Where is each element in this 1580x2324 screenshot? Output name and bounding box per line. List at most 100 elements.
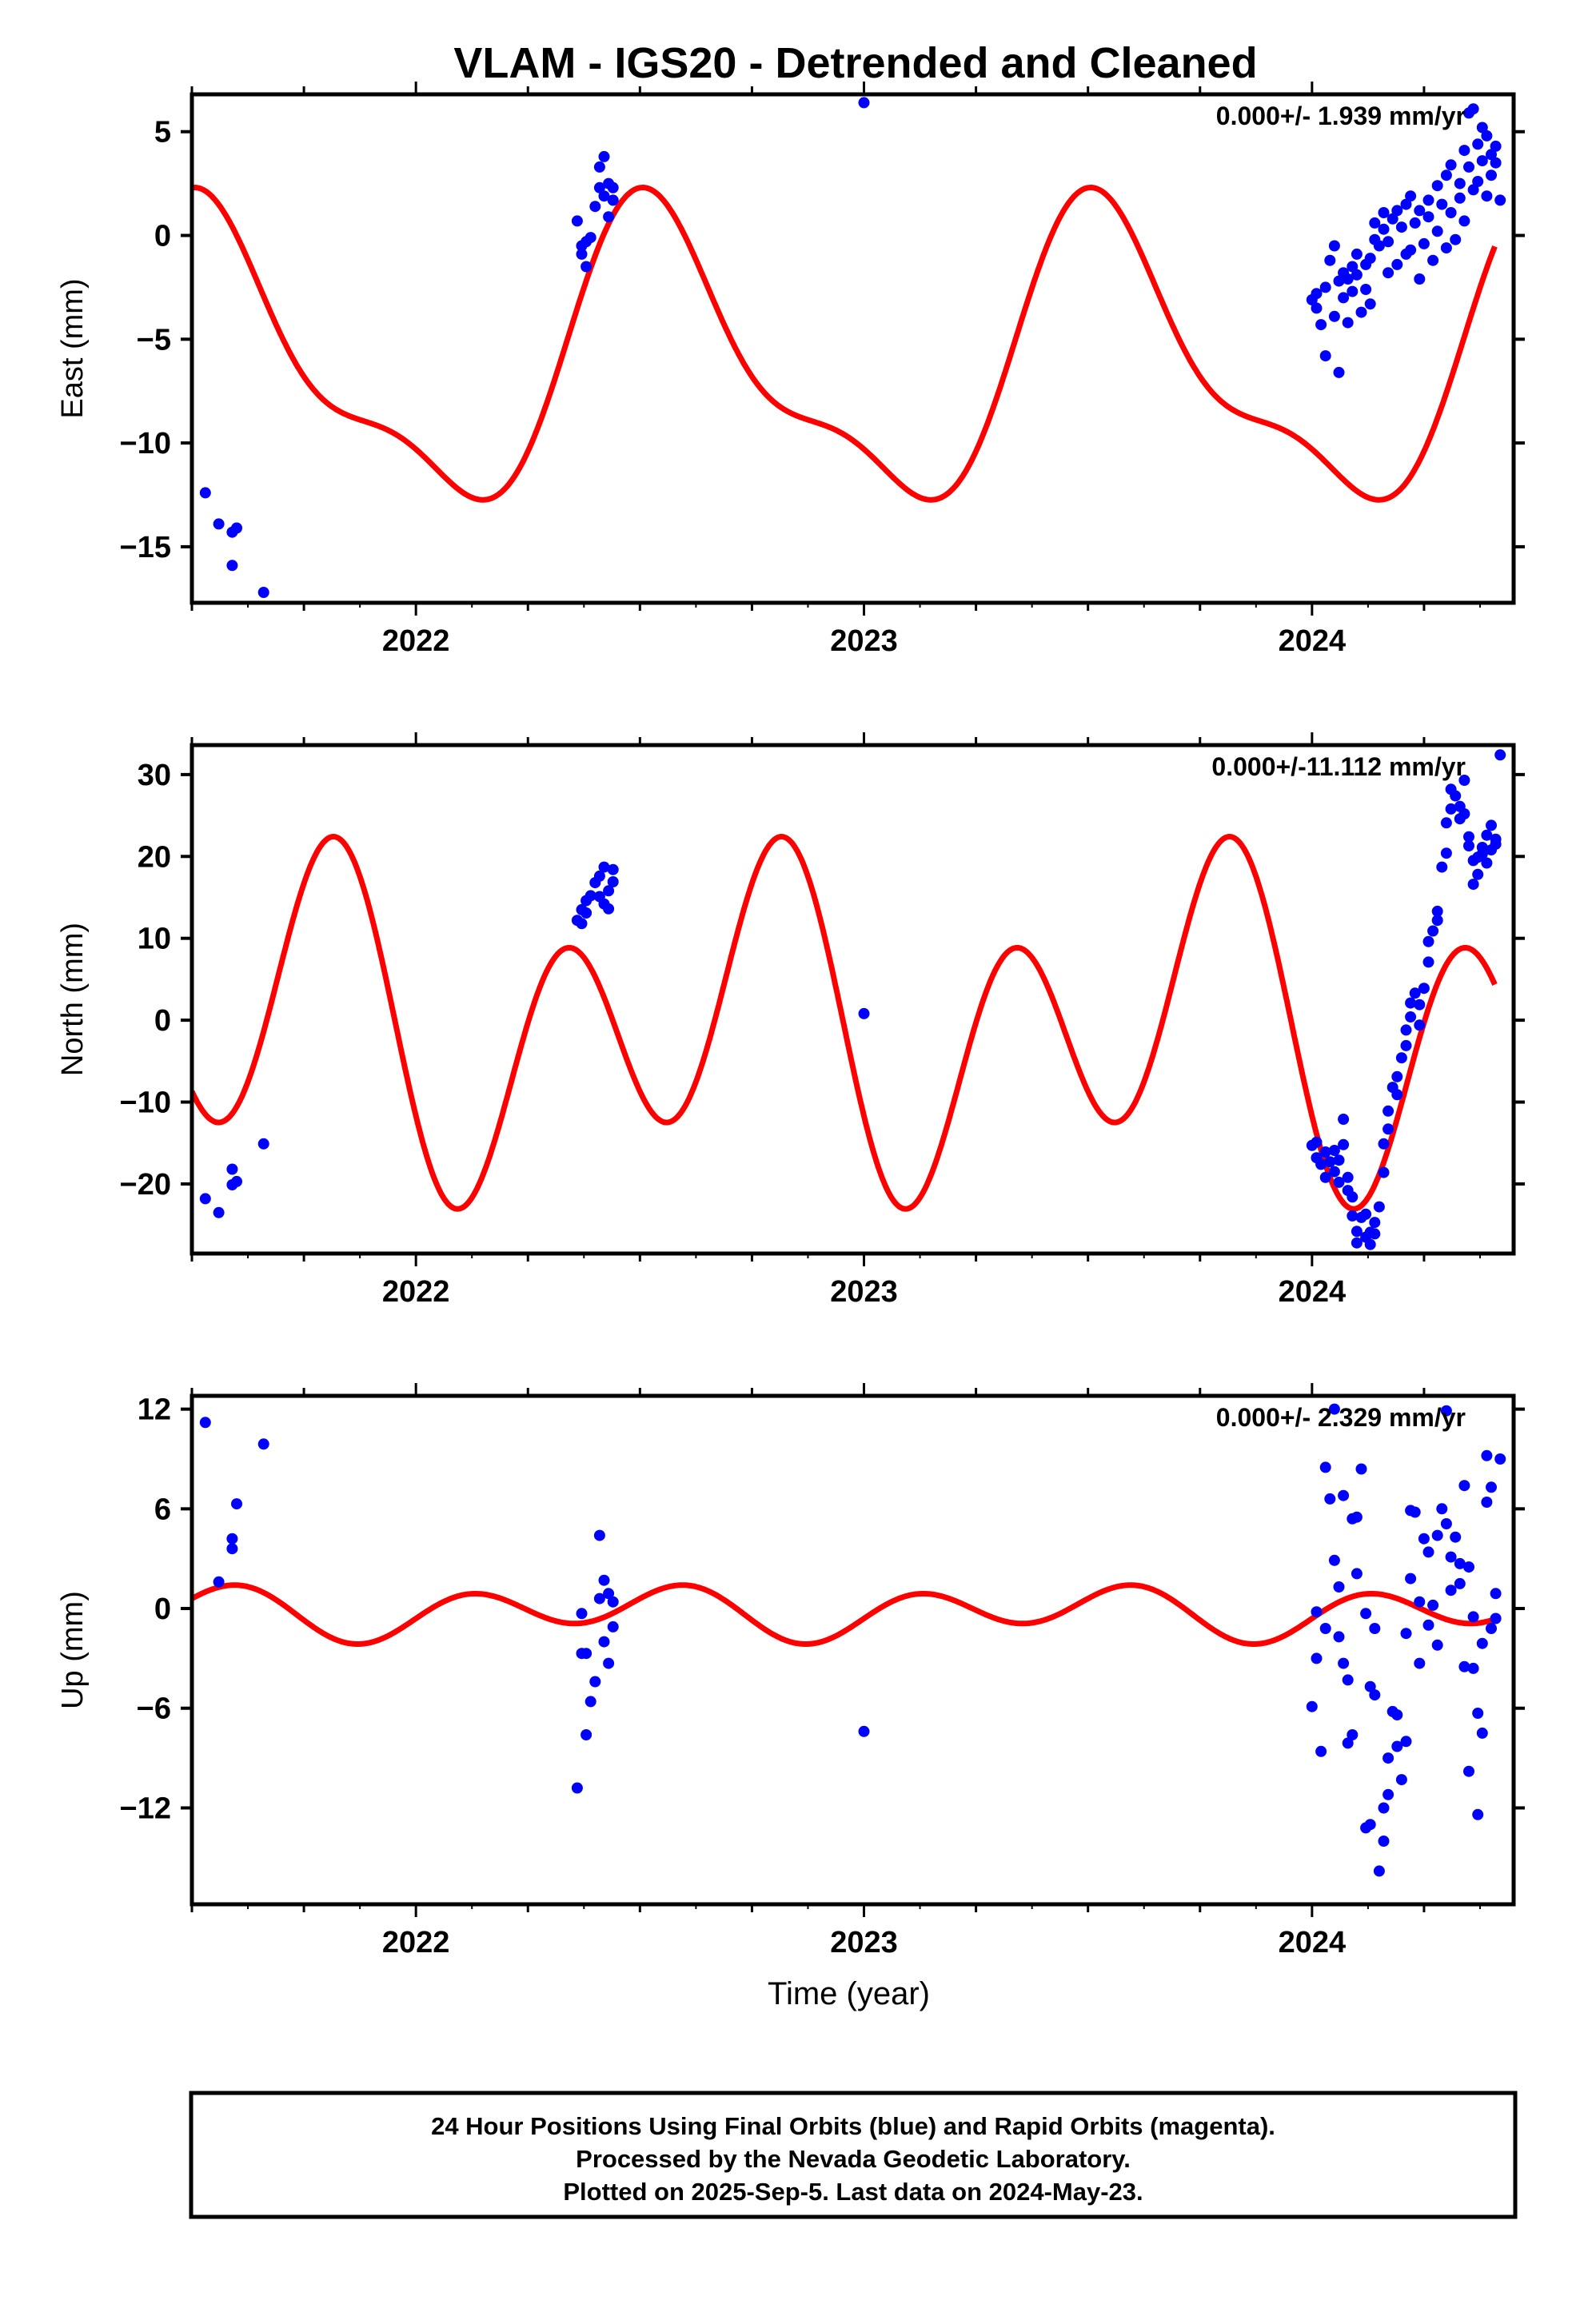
east-data-point: [1472, 176, 1484, 187]
footer-line-2: Processed by the Nevada Geodetic Laborat…: [576, 2145, 1131, 2173]
east-data-point: [1351, 269, 1363, 281]
east-data-point: [576, 248, 588, 260]
east-data-point: [593, 181, 605, 193]
north-data-point: [199, 1193, 211, 1205]
up-data-point: [1333, 1631, 1345, 1643]
north-data-point: [1319, 1146, 1331, 1158]
north-data-point: [1490, 838, 1502, 850]
north-data-point: [1431, 915, 1443, 927]
north-plot-area: [192, 749, 1506, 1250]
east-data-point: [213, 518, 225, 530]
up-panel: 12 6 0 −6 −12 2022 2023 2024 Up (mm) 0.000+/- 2.3…: [56, 1383, 1525, 2011]
east-data-point: [1418, 237, 1430, 249]
east-data-point: [1454, 177, 1466, 189]
north-data-point: [1440, 817, 1452, 829]
up-data-point: [1476, 1637, 1488, 1649]
north-data-point: [257, 1138, 269, 1150]
up-ytick-label: −6: [137, 1692, 171, 1726]
up-data-point: [1319, 1461, 1331, 1473]
up-data-point: [1391, 1740, 1403, 1752]
north-data-point: [1463, 840, 1474, 851]
north-frame: [190, 743, 1516, 1256]
east-data-point: [1445, 207, 1457, 218]
up-data-point: [1342, 1737, 1354, 1749]
north-xtick-label: 2022: [382, 1275, 450, 1309]
east-ytick-label: −10: [120, 427, 171, 460]
north-ytick-label: −20: [120, 1168, 171, 1202]
up-data-point: [1369, 1623, 1381, 1634]
north-data-point: [1351, 1237, 1363, 1249]
north-data-point: [1378, 1138, 1390, 1150]
x-axis-label: Time (year): [768, 1976, 930, 2011]
east-data-point: [1342, 317, 1354, 329]
up-data-point: [1311, 1606, 1323, 1618]
east-data-point: [231, 522, 242, 534]
east-data-point: [1486, 149, 1497, 161]
up-data-point: [1338, 1657, 1350, 1669]
north-data-point: [1418, 983, 1430, 995]
east-data-point: [1486, 169, 1497, 181]
east-data-point: [257, 587, 269, 598]
north-data-point: [1342, 1171, 1354, 1183]
up-data-point: [1463, 1765, 1474, 1777]
east-data-point: [1311, 288, 1323, 300]
up-data-point: [1378, 1802, 1390, 1814]
north-data-point: [1347, 1191, 1359, 1203]
north-data-point: [1328, 1145, 1340, 1156]
up-data-point: [1490, 1588, 1502, 1600]
up-data-point: [1481, 1449, 1493, 1461]
north-data-point: [1458, 775, 1470, 786]
north-data-point: [858, 1007, 870, 1019]
up-data-point: [1476, 1727, 1488, 1739]
up-data-point: [1414, 1657, 1426, 1669]
up-data-point: [581, 1729, 592, 1740]
north-data-point: [1450, 790, 1462, 802]
north-data-point: [1436, 861, 1448, 873]
north-ytick-label: 10: [138, 923, 171, 956]
up-data-point: [1342, 1674, 1354, 1686]
up-data-point: [1450, 1531, 1462, 1543]
up-data-point: [1324, 1493, 1336, 1505]
up-data-point: [1481, 1497, 1493, 1508]
up-data-point: [1454, 1577, 1466, 1589]
footer-box: 24 Hour Positions Using Final Orbits (bl…: [189, 2091, 1518, 2219]
east-data-point: [1476, 122, 1488, 134]
north-ylabel: North (mm): [56, 923, 90, 1076]
up-data-point: [1351, 1511, 1363, 1523]
up-data-point: [1369, 1689, 1381, 1701]
north-data-point: [1440, 847, 1452, 859]
up-data-point: [858, 1725, 870, 1737]
east-ytick-label: −5: [137, 323, 171, 357]
east-data-point: [226, 560, 238, 572]
up-data-point: [1364, 1680, 1376, 1692]
north-data-point: [1382, 1105, 1394, 1117]
east-data-point: [1463, 161, 1474, 173]
north-data-point: [1481, 857, 1493, 869]
north-data-point: [1481, 829, 1493, 841]
up-data-point: [1360, 1608, 1372, 1620]
east-data-point: [1364, 253, 1376, 265]
east-data-point: [1355, 306, 1367, 318]
east-data-point: [1445, 159, 1457, 171]
up-data-point: [1382, 1752, 1394, 1764]
north-data-point: [1431, 905, 1443, 917]
north-data-point: [1414, 999, 1426, 1011]
figure-title: VLAM - IGS20 - Detrended and Cleaned: [453, 39, 1257, 87]
east-data-point: [1481, 190, 1493, 202]
up-data-point: [1431, 1529, 1443, 1541]
footer-line-1: 24 Hour Positions Using Final Orbits (bl…: [431, 2112, 1275, 2140]
east-data-point: [1328, 310, 1340, 322]
north-data-point: [1351, 1226, 1363, 1238]
east-data-point: [1440, 169, 1452, 181]
east-data-point: [1405, 190, 1417, 202]
east-data-point: [1360, 284, 1372, 295]
up-data-point: [226, 1533, 238, 1545]
east-data-point: [1347, 261, 1359, 273]
up-data-point: [1427, 1599, 1439, 1611]
north-data-point: [1472, 868, 1484, 880]
north-data-point: [1364, 1238, 1376, 1250]
east-data-point: [1409, 217, 1421, 229]
east-data-point: [1414, 205, 1426, 217]
north-data-point: [1378, 1166, 1390, 1178]
